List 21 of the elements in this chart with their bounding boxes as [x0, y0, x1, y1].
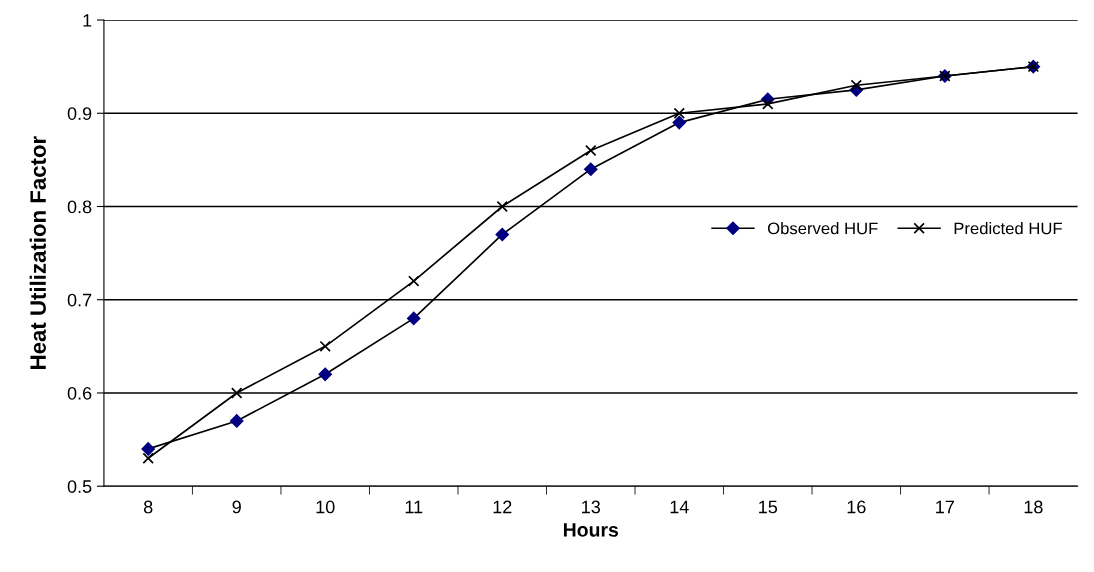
x-tick-label: 17 [936, 500, 954, 514]
y-tick-label: 1 [83, 14, 92, 27]
x-tick-label: 15 [759, 500, 778, 514]
y-tick-label: 0.6 [67, 386, 92, 400]
legend-label: Observed HUF [767, 222, 878, 235]
y-tick-label: 0.8 [67, 200, 92, 214]
x-tick-label: 10 [316, 500, 335, 514]
x-tick-label: 16 [847, 500, 866, 514]
x-tick-label: 9 [232, 500, 241, 514]
y-tick-label: 0.5 [67, 480, 92, 493]
y-tick-label: 0.9 [67, 107, 92, 120]
x-tick-label: 11 [405, 500, 423, 514]
x-tick-label: 14 [670, 500, 689, 514]
x-axis-title: Hours [563, 523, 619, 537]
y-tick-label: 0.7 [67, 293, 92, 307]
x-tick-label: 12 [493, 500, 512, 514]
x-tick-label: 13 [582, 500, 601, 514]
y-axis-title: Heat Utilization Factor [29, 136, 46, 369]
legend-label: Predicted HUF [954, 222, 1062, 235]
x-tick-label: 8 [143, 500, 153, 514]
x-tick-label: 18 [1024, 500, 1043, 514]
